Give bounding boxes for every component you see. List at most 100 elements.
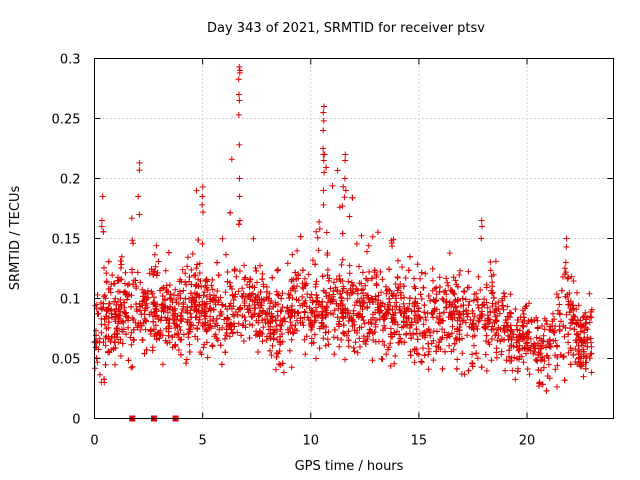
data-point — [469, 363, 476, 370]
data-point — [180, 299, 187, 306]
data-point — [514, 317, 521, 323]
data-point — [582, 359, 589, 366]
data-point — [392, 353, 399, 359]
data-point — [495, 332, 502, 339]
data-point — [504, 303, 511, 310]
data-point — [339, 230, 346, 237]
data-point — [117, 336, 124, 343]
data-point — [96, 335, 103, 342]
data-point — [236, 63, 243, 70]
data-point — [330, 334, 337, 341]
data-point — [483, 332, 490, 339]
data-point — [106, 300, 113, 307]
data-point — [577, 328, 584, 335]
data-point — [413, 326, 420, 333]
data-point — [134, 269, 141, 276]
data-point — [240, 338, 247, 345]
data-point — [341, 175, 348, 182]
data-point — [452, 304, 459, 311]
data-point — [246, 321, 253, 328]
data-point — [362, 282, 369, 289]
data-point — [503, 357, 510, 364]
data-point — [456, 272, 463, 278]
data-point — [195, 319, 202, 326]
data-point — [166, 282, 173, 288]
data-point — [364, 334, 371, 340]
data-point — [514, 355, 520, 362]
data-point — [525, 328, 532, 335]
data-point — [180, 331, 187, 338]
data-point — [502, 317, 509, 324]
data-point — [312, 304, 319, 311]
data-point — [274, 328, 280, 335]
data-point — [254, 299, 261, 306]
data-point — [236, 193, 243, 200]
data-point — [536, 380, 543, 387]
data-point — [493, 349, 500, 356]
data-point — [334, 314, 341, 321]
data-point — [123, 290, 130, 297]
data-point — [568, 273, 575, 280]
data-point — [308, 340, 315, 347]
data-point — [140, 289, 147, 296]
data-point — [207, 322, 214, 329]
data-point — [122, 310, 129, 317]
data-point — [198, 351, 205, 358]
data-point — [235, 288, 242, 295]
data-point — [105, 258, 112, 265]
data-point — [322, 314, 329, 321]
data-point — [217, 312, 223, 319]
data-point — [172, 341, 179, 348]
data-point — [263, 311, 270, 318]
data-point — [151, 251, 158, 258]
data-point — [508, 336, 515, 343]
data-point — [311, 313, 318, 320]
data-point — [490, 294, 497, 301]
data-point — [174, 323, 181, 330]
data-point — [219, 324, 226, 331]
data-point — [168, 295, 175, 302]
data-point — [309, 299, 316, 306]
data-point — [464, 313, 471, 320]
data-point — [361, 320, 368, 327]
data-point — [539, 354, 545, 361]
data-point — [270, 327, 276, 334]
data-point — [565, 274, 572, 281]
data-point — [481, 296, 488, 303]
data-point — [223, 326, 230, 333]
data-point — [239, 285, 246, 292]
data-point — [401, 319, 407, 326]
data-point — [218, 301, 225, 308]
data-point — [116, 288, 123, 295]
data-point — [208, 282, 215, 289]
data-point — [114, 325, 121, 332]
data-point — [490, 271, 497, 278]
data-point — [580, 322, 587, 329]
data-point — [101, 376, 108, 383]
data-point — [299, 267, 306, 274]
data-point — [465, 302, 472, 309]
data-point — [128, 364, 135, 371]
data-point — [475, 273, 482, 280]
data-point — [407, 330, 413, 337]
data-point — [357, 310, 363, 317]
data-point — [359, 306, 366, 313]
data-point — [222, 303, 229, 310]
data-point — [203, 300, 210, 307]
data-point — [311, 331, 318, 338]
data-point — [340, 307, 347, 314]
data-point — [568, 320, 574, 327]
data-point — [439, 295, 446, 302]
data-point — [397, 335, 404, 342]
data-point — [224, 269, 231, 275]
data-point — [530, 343, 537, 350]
x-tick-label: 15 — [411, 434, 428, 449]
data-point — [498, 348, 505, 355]
data-point — [406, 295, 413, 301]
data-point — [248, 313, 255, 320]
data-point — [369, 233, 376, 240]
data-point — [201, 289, 208, 296]
data-point — [412, 312, 419, 319]
data-point — [124, 296, 130, 303]
data-point — [406, 325, 413, 331]
